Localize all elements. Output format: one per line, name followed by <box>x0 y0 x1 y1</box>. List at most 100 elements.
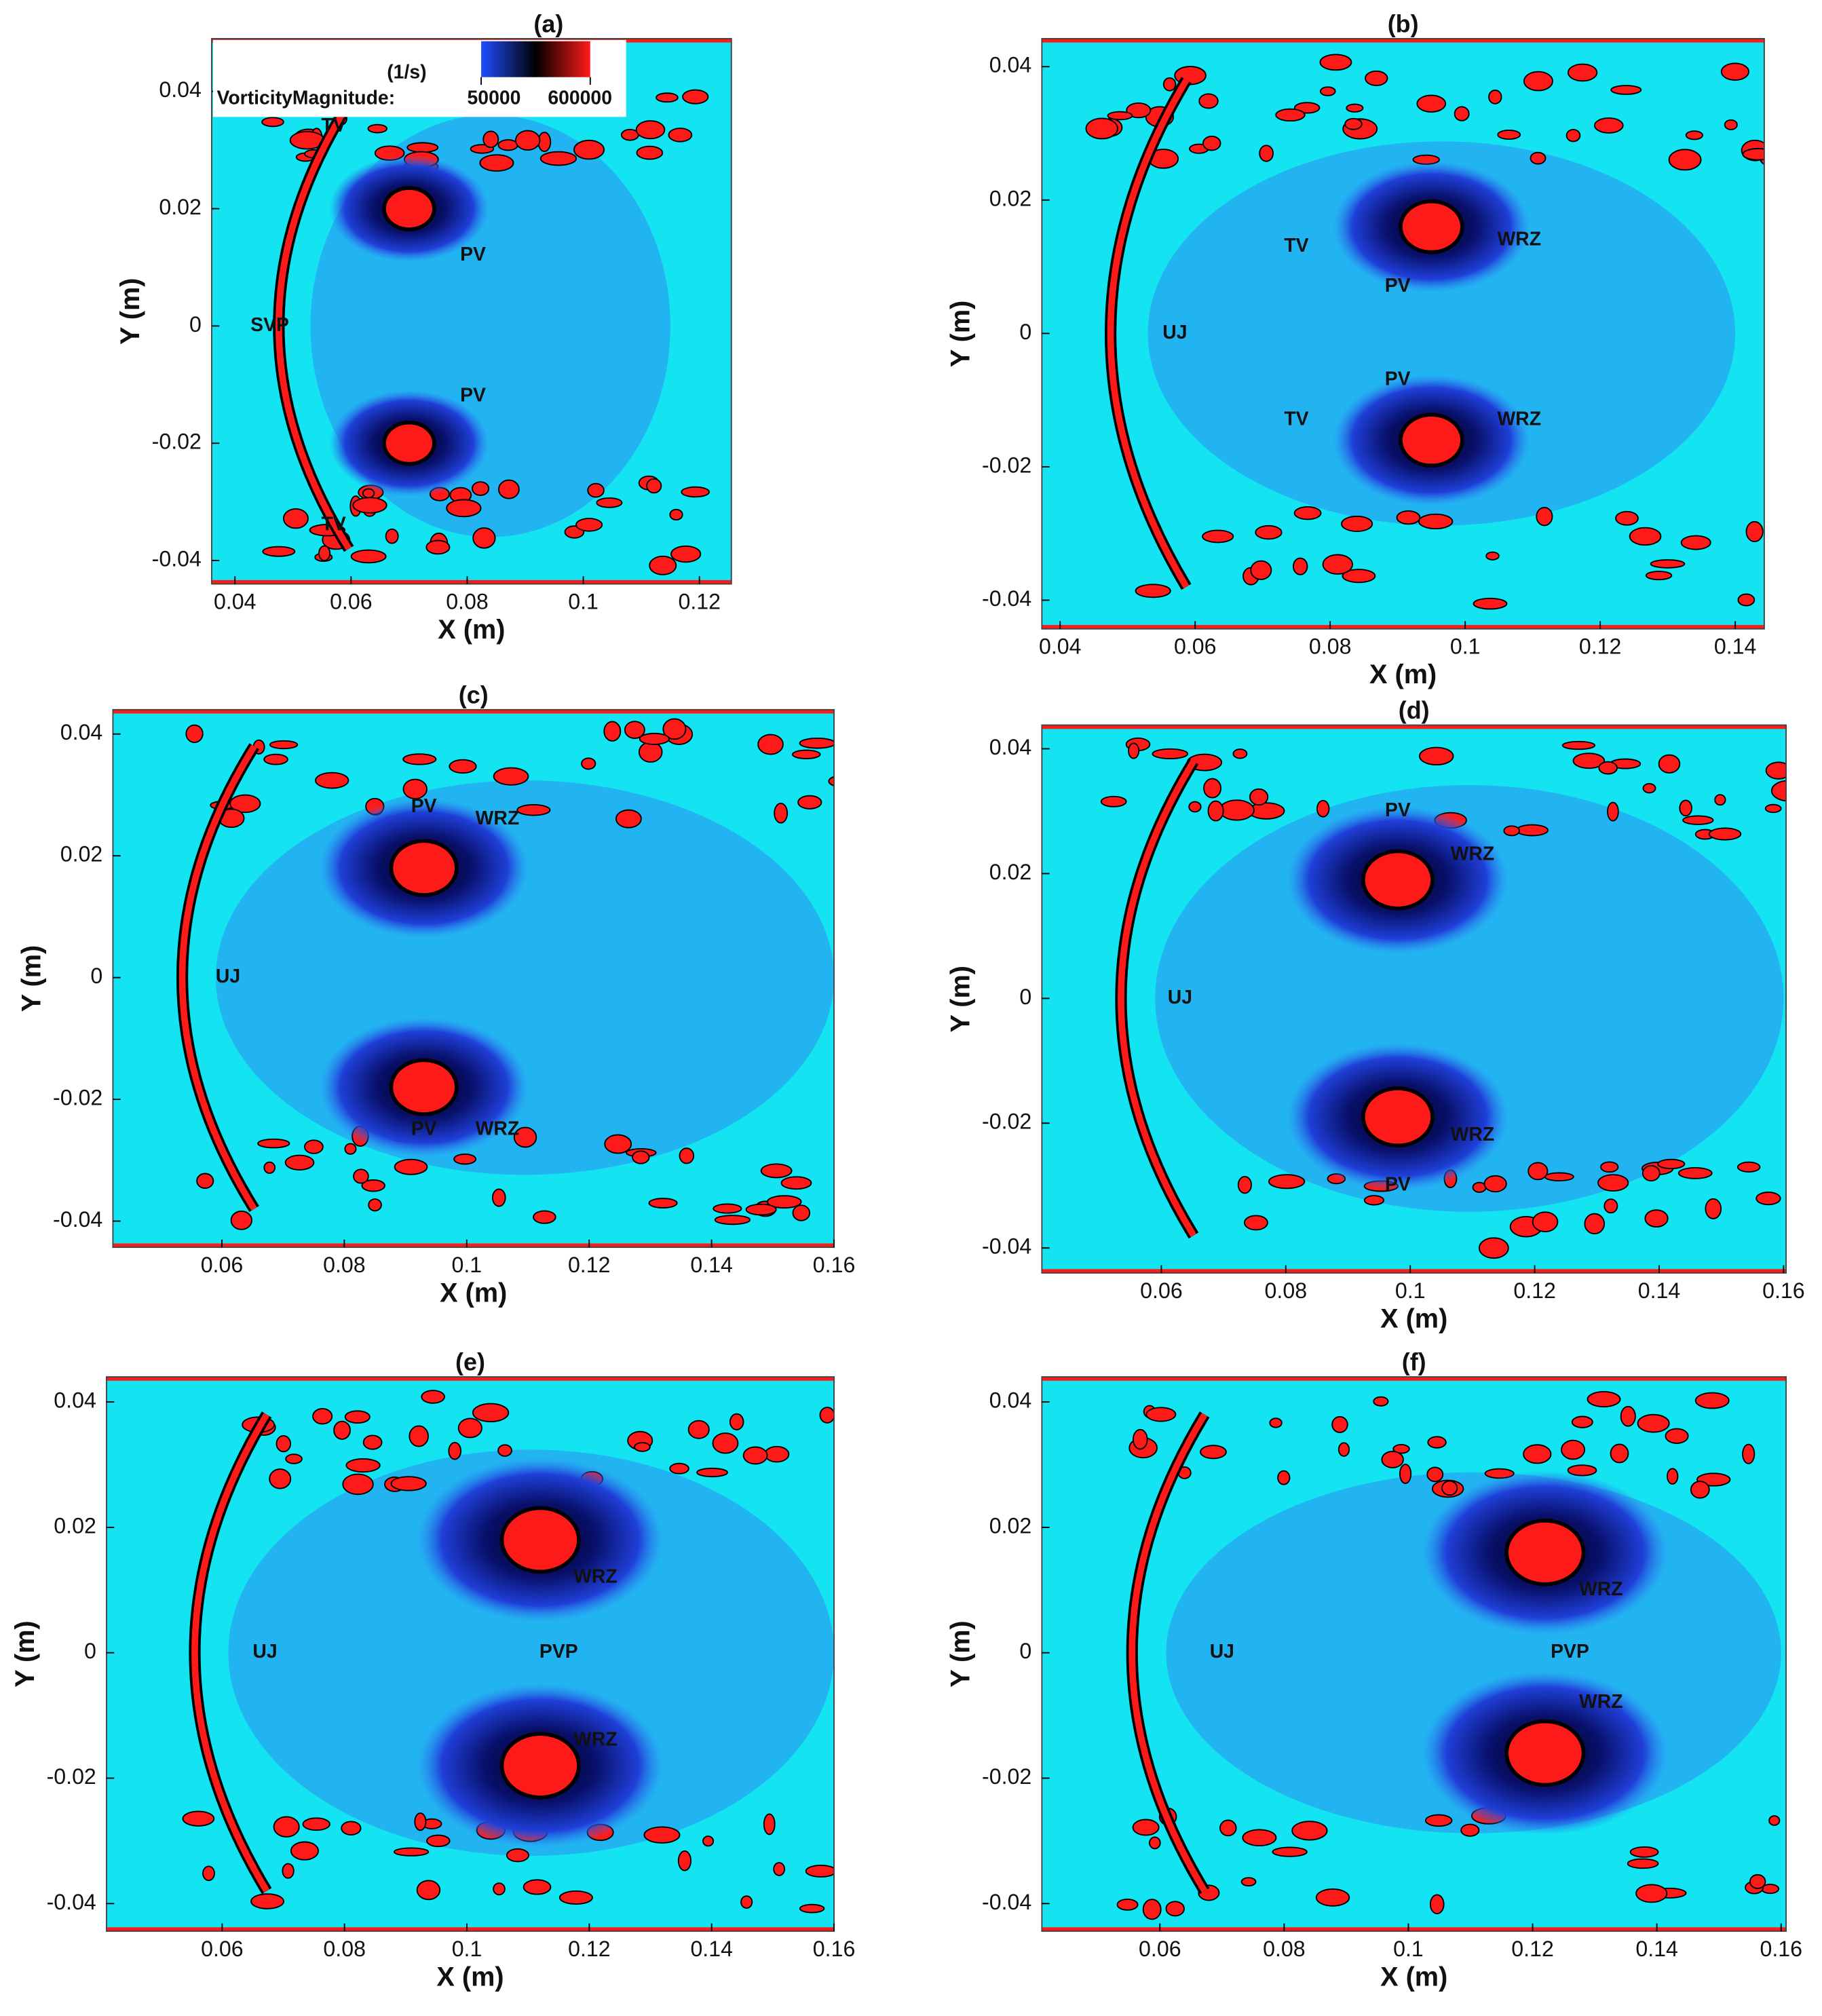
eddy <box>1544 1172 1574 1182</box>
eddy <box>1792 1242 1820 1251</box>
eddy <box>1424 1814 1453 1827</box>
vortex-core <box>1361 1086 1435 1148</box>
y-tick-label: 0.04 <box>60 720 103 744</box>
eddy <box>425 539 451 555</box>
eddy <box>757 734 784 755</box>
eddy <box>1322 554 1354 575</box>
panel: 0.06 0.08 0.1 0.12 0.14 0.16 -0.04 -0.02 0 0.02 0.… <box>946 696 1820 1333</box>
y-axis-label: Y (m) <box>946 966 976 1033</box>
eddy <box>1478 1237 1509 1259</box>
eddy <box>1291 1821 1328 1841</box>
wall <box>1042 1377 1787 1381</box>
y-tick-label: -0.04 <box>47 1890 96 1914</box>
y-tick-label: -0.02 <box>982 1109 1031 1134</box>
eddy <box>250 1893 285 1909</box>
eddy <box>539 151 577 166</box>
x-tick-label: 0.14 <box>690 1253 733 1277</box>
eddy <box>1100 795 1127 807</box>
eddy <box>819 1407 835 1424</box>
y-axis-label: Y (m) <box>17 945 47 1012</box>
annotation: PV <box>1385 799 1411 821</box>
eddy <box>575 518 603 532</box>
eddy <box>497 1444 512 1457</box>
eddy <box>1142 1899 1162 1920</box>
eddy <box>1162 77 1177 92</box>
eddy <box>1346 103 1364 113</box>
y-axis-label: Y (m) <box>10 1620 40 1688</box>
eddy <box>318 545 331 562</box>
eddy <box>390 1476 427 1491</box>
eddy <box>780 1176 812 1190</box>
vortex-core <box>382 186 436 231</box>
eddy <box>846 723 871 742</box>
eddy <box>1587 1391 1621 1408</box>
x-tick-label: 0.06 <box>201 1253 244 1277</box>
eddy <box>482 130 499 149</box>
plot-frame <box>211 38 732 585</box>
eddy <box>681 486 710 498</box>
eddy <box>1165 1901 1185 1917</box>
eddy <box>1497 129 1521 140</box>
eddy <box>453 1153 477 1165</box>
eddy <box>472 527 496 549</box>
eddy <box>1765 761 1787 780</box>
eddy <box>1800 1442 1821 1461</box>
x-tick-label: 0.1 <box>1395 1278 1426 1303</box>
eddy <box>269 740 299 750</box>
vortex-core <box>382 420 436 466</box>
eddy <box>1561 1439 1586 1460</box>
eddy <box>315 772 349 789</box>
eddy <box>282 1863 295 1879</box>
eddy <box>1629 527 1662 546</box>
eddy <box>312 1407 333 1425</box>
eddy <box>1250 560 1272 580</box>
x-tick-label: 0.14 <box>1638 1278 1681 1303</box>
eddy <box>669 508 683 521</box>
eddy <box>639 732 670 745</box>
eddy <box>636 145 664 160</box>
eddy <box>448 1442 462 1460</box>
annotation: UJ <box>1210 1641 1234 1662</box>
x-tick-label: 0.06 <box>1174 634 1217 659</box>
plot-frame <box>112 708 835 1249</box>
eddy <box>682 89 709 104</box>
vortex-core <box>1361 849 1435 911</box>
eddy <box>230 1211 252 1230</box>
y-tick-label: -0.04 <box>982 1234 1031 1259</box>
eddy <box>533 1210 556 1224</box>
eddy <box>1363 1195 1384 1206</box>
plot-frame <box>1041 1376 1787 1932</box>
eddy <box>1615 511 1639 526</box>
eddy <box>202 1865 215 1882</box>
y-tick-label: 0 <box>1019 320 1031 344</box>
eddy <box>1536 506 1553 527</box>
flow-field <box>113 709 871 1248</box>
annotation: WRZ <box>1497 408 1541 430</box>
x-tick-label: 0.1 <box>568 589 599 613</box>
y-tick-label: -0.04 <box>152 546 202 571</box>
eddy <box>679 1147 695 1164</box>
eddy <box>1293 506 1322 520</box>
eddy <box>1237 1175 1252 1194</box>
eddy <box>1381 1450 1404 1468</box>
vortex-core <box>1504 1519 1586 1586</box>
eddy <box>764 1445 790 1463</box>
y-axis-label: Y (m) <box>115 278 145 345</box>
shock-front <box>1107 78 1190 589</box>
eddy <box>1316 799 1330 818</box>
eddy <box>497 479 520 499</box>
flow-field <box>106 1377 835 1931</box>
eddy <box>1268 1174 1306 1190</box>
eddy <box>1682 815 1714 825</box>
flow-field <box>1042 1377 1821 1931</box>
annotation: PVP <box>1551 1641 1589 1662</box>
eddy <box>1668 149 1702 171</box>
eddy <box>497 139 518 151</box>
eddy <box>1243 1215 1268 1231</box>
eddy <box>1523 1444 1552 1464</box>
eddy <box>587 482 605 498</box>
eddy <box>1515 824 1549 837</box>
y-tick-label: -0.02 <box>47 1764 96 1789</box>
eddy <box>712 1432 739 1454</box>
